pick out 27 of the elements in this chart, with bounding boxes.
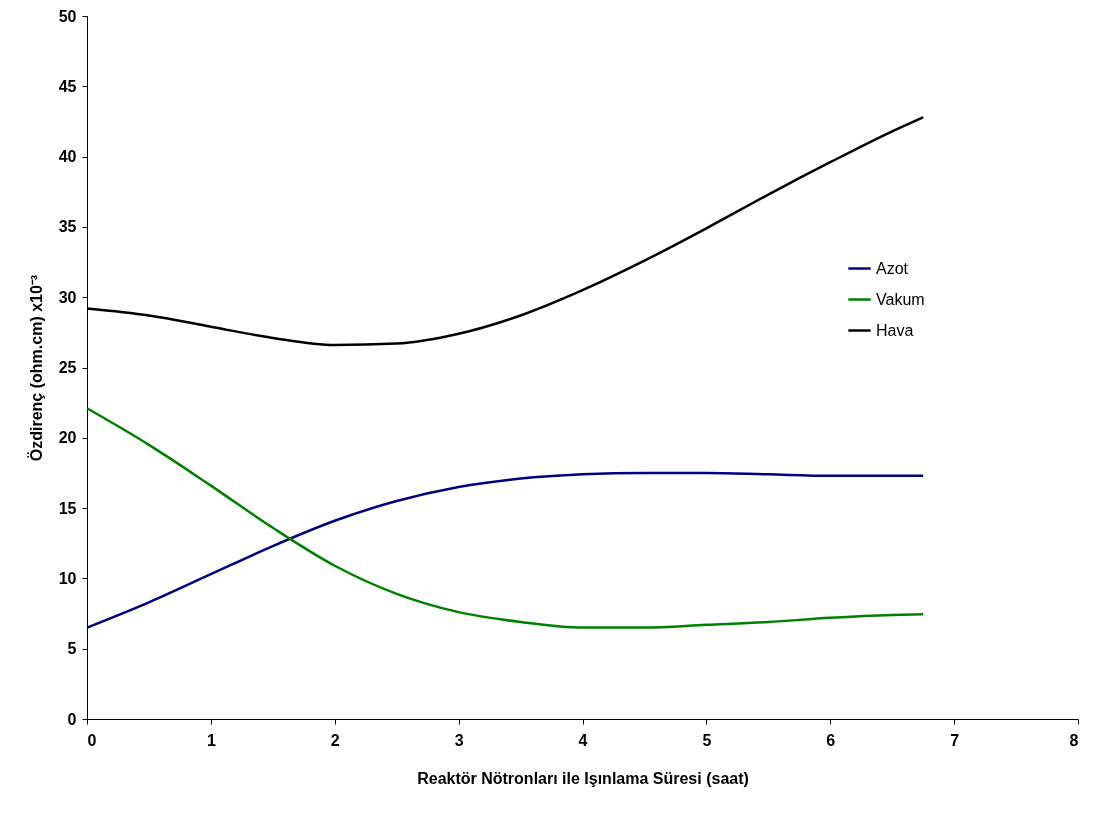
x-tick-label: 6 xyxy=(826,731,836,749)
legend-label: Azot xyxy=(876,259,909,277)
line-series xyxy=(85,407,925,629)
x-tick-label: 8 xyxy=(1069,731,1079,749)
y-tick-label: 30 xyxy=(58,288,77,306)
x-tick-label: 0 xyxy=(87,731,97,749)
y-tick-label: 35 xyxy=(58,218,77,236)
y-tick-label: 50 xyxy=(58,7,77,25)
x-tick-label: 5 xyxy=(702,731,712,749)
y-tick-label: 40 xyxy=(58,148,77,166)
y-tick-label: 45 xyxy=(58,77,77,95)
x-tick-label: 4 xyxy=(578,731,588,749)
x-axis-title: Reaktör Nötronları ile Işınlama Süresi (saat) xyxy=(417,769,749,787)
legend-label: Vakum xyxy=(876,290,925,308)
y-tick-label: 0 xyxy=(67,710,77,728)
y-tick-label: 20 xyxy=(58,429,77,447)
x-tick-label: 7 xyxy=(950,731,960,749)
legend-label: Hava xyxy=(876,321,914,339)
y-tick-label: 25 xyxy=(58,359,77,376)
y-tick-label: 5 xyxy=(67,640,77,658)
x-tick-label: 3 xyxy=(454,731,464,749)
y-tick-label: 15 xyxy=(58,499,77,517)
y-axis-title: Özdirenç (ohm.cm) x10⁻³ xyxy=(26,274,45,462)
y-tick-label: 10 xyxy=(58,569,77,587)
x-tick-label: 2 xyxy=(330,731,340,749)
line-series xyxy=(85,471,925,629)
x-tick-label: 1 xyxy=(206,731,216,749)
